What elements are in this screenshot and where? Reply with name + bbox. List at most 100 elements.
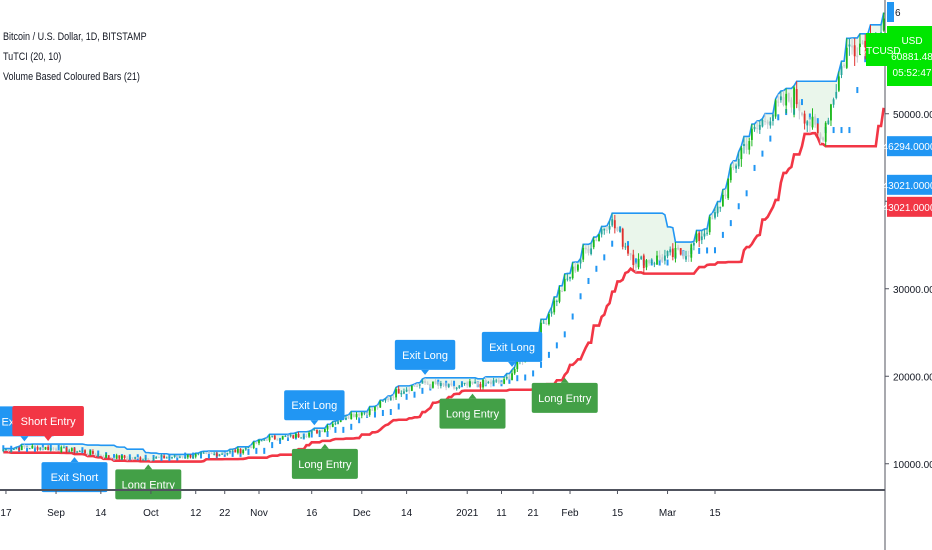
candle[interactable] [708,215,711,235]
candle[interactable] [2,448,5,453]
candle[interactable] [210,452,213,455]
candle[interactable] [677,244,680,251]
candle[interactable] [737,151,740,169]
candle[interactable] [466,381,469,388]
candle[interactable] [55,447,57,452]
candle[interactable] [84,449,86,455]
candle[interactable] [758,120,761,134]
candle[interactable] [194,453,197,459]
signal-label-long[interactable]: Long Entry [439,393,506,429]
candle[interactable] [229,449,231,455]
candle[interactable] [421,378,424,384]
candle[interactable] [381,400,384,402]
candle[interactable] [574,262,577,273]
candle[interactable] [640,255,643,261]
candle[interactable] [134,456,137,460]
candle[interactable] [68,448,71,453]
candle[interactable] [432,381,434,389]
candle[interactable] [395,387,397,400]
candle[interactable] [121,454,123,460]
candle[interactable] [439,380,442,389]
candle[interactable] [750,124,753,147]
candle[interactable] [329,424,332,430]
candle[interactable] [265,437,268,441]
candle[interactable] [429,383,432,390]
candle[interactable] [658,250,661,261]
candle[interactable] [28,447,31,450]
candle[interactable] [44,446,47,450]
candle[interactable] [584,244,587,254]
candle[interactable] [447,383,450,389]
candle[interactable] [144,457,147,461]
candle[interactable] [160,454,163,458]
candle[interactable] [47,445,50,451]
candle[interactable] [171,456,173,460]
candle[interactable] [176,455,179,458]
candle[interactable] [598,233,600,242]
candle[interactable] [223,452,226,455]
candle[interactable] [221,452,224,455]
candle[interactable] [86,452,89,457]
candle[interactable] [231,449,234,452]
candle[interactable] [642,253,645,274]
candle[interactable] [545,319,548,326]
candle[interactable] [352,413,355,418]
candle[interactable] [268,434,271,443]
candle[interactable] [785,88,788,114]
candle[interactable] [355,412,358,420]
candle[interactable] [189,454,192,459]
candle[interactable] [479,381,482,390]
candle[interactable] [769,117,772,129]
candle[interactable] [553,296,556,315]
candle[interactable] [39,446,42,451]
candle[interactable] [247,447,250,449]
candle[interactable] [197,453,200,456]
candle[interactable] [503,377,506,385]
candle[interactable] [824,121,827,147]
candle[interactable] [368,406,371,417]
candle[interactable] [252,441,255,450]
candle[interactable] [76,450,79,454]
candle[interactable] [173,454,176,459]
candle[interactable] [300,437,303,439]
candle[interactable] [250,445,253,449]
candle[interactable] [619,226,622,233]
candle[interactable] [832,97,835,108]
candle[interactable] [118,455,121,460]
candle[interactable] [105,453,108,459]
candle[interactable] [721,189,724,208]
candle[interactable] [822,136,824,142]
candle[interactable] [26,445,28,449]
candle[interactable] [611,213,614,228]
candle[interactable] [745,137,748,154]
candle[interactable] [605,225,608,234]
candle[interactable] [389,395,392,401]
candle[interactable] [719,206,722,212]
candle[interactable] [18,446,21,451]
candle[interactable] [587,245,590,256]
candle[interactable] [627,245,629,256]
candle[interactable] [505,373,508,381]
candle[interactable] [679,248,682,256]
candle[interactable] [263,438,266,441]
candle[interactable] [579,258,582,269]
signal-label-long[interactable]: Long Entry [115,464,182,500]
candle[interactable] [666,250,669,259]
candle[interactable] [178,455,181,459]
candle[interactable] [424,377,426,385]
candle[interactable] [292,434,295,440]
candle[interactable] [513,366,516,375]
candle[interactable] [632,249,635,271]
candle[interactable] [326,424,329,432]
candle[interactable] [308,431,310,439]
candle[interactable] [416,382,419,388]
candle[interactable] [192,454,195,459]
candle[interactable] [107,454,110,459]
candle[interactable] [360,411,363,419]
candle[interactable] [363,411,366,416]
candle[interactable] [168,456,171,459]
candle[interactable] [57,450,60,452]
candle[interactable] [782,90,785,107]
candle[interactable] [207,451,210,454]
candle[interactable] [97,452,100,458]
